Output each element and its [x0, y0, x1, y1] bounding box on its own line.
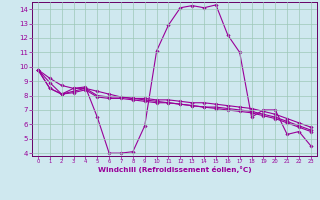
X-axis label: Windchill (Refroidissement éolien,°C): Windchill (Refroidissement éolien,°C): [98, 166, 251, 173]
